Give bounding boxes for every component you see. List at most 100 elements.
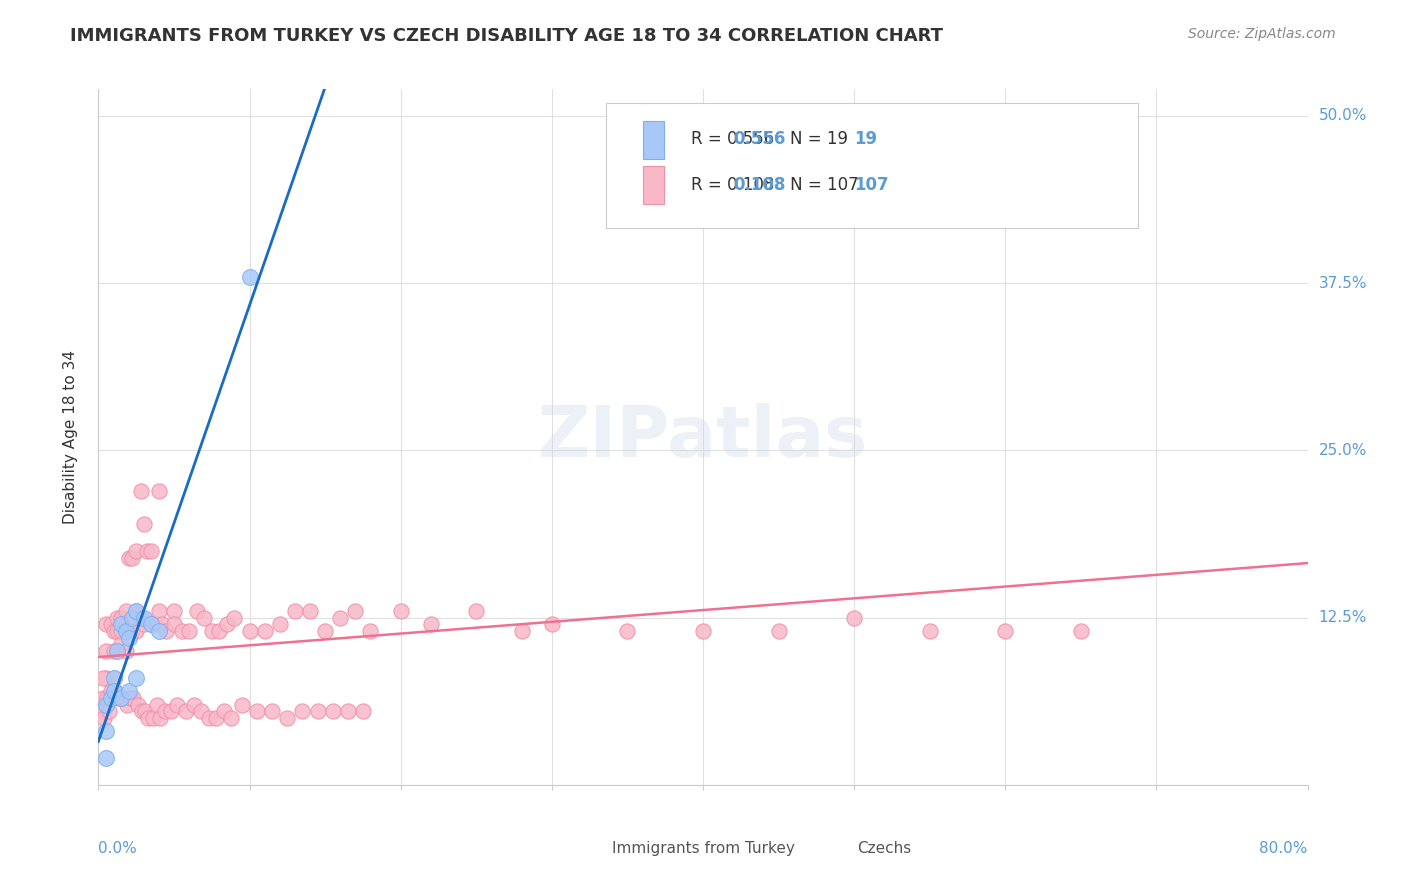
Point xyxy=(299,604,322,618)
Point xyxy=(193,611,215,625)
Point xyxy=(118,624,141,639)
Point xyxy=(104,684,127,698)
Point xyxy=(510,624,533,639)
Point xyxy=(262,705,284,719)
Point xyxy=(212,705,235,719)
Point xyxy=(132,516,155,531)
Point xyxy=(110,624,132,639)
Point xyxy=(105,624,128,639)
Point xyxy=(153,705,176,719)
Point xyxy=(352,705,374,719)
Point xyxy=(121,611,143,625)
Point xyxy=(314,624,336,639)
Point xyxy=(111,690,134,705)
Point xyxy=(136,711,159,725)
Point xyxy=(121,611,143,625)
Point xyxy=(101,690,124,705)
Point xyxy=(197,711,219,725)
Point xyxy=(269,617,291,632)
Text: R = 0.108   N = 107: R = 0.108 N = 107 xyxy=(690,176,859,194)
Point xyxy=(114,624,136,639)
FancyBboxPatch shape xyxy=(606,103,1139,228)
Point xyxy=(94,751,117,765)
Point xyxy=(125,604,148,618)
Point xyxy=(329,611,352,625)
Point xyxy=(177,624,201,639)
Point xyxy=(110,611,132,625)
Point xyxy=(121,550,143,565)
Point xyxy=(94,617,117,632)
Point xyxy=(148,604,170,618)
Point xyxy=(163,604,186,618)
Point xyxy=(148,624,170,639)
Point xyxy=(215,617,238,632)
Point xyxy=(141,617,163,632)
Point xyxy=(142,711,165,725)
Point xyxy=(127,698,149,712)
Point xyxy=(239,269,262,284)
Text: IMMIGRANTS FROM TURKEY VS CZECH DISABILITY AGE 18 TO 34 CORRELATION CHART: IMMIGRANTS FROM TURKEY VS CZECH DISABILI… xyxy=(70,27,943,45)
Point xyxy=(131,705,153,719)
Point xyxy=(465,604,488,618)
Text: 80.0%: 80.0% xyxy=(1260,840,1308,855)
Point xyxy=(100,617,122,632)
Point xyxy=(96,690,118,705)
Text: ZIPatlas: ZIPatlas xyxy=(538,402,868,472)
Point xyxy=(103,671,125,685)
Point xyxy=(160,705,183,719)
Point xyxy=(146,698,169,712)
Point xyxy=(141,617,163,632)
Point xyxy=(344,604,367,618)
Point xyxy=(118,684,141,698)
Point xyxy=(114,624,136,639)
Point xyxy=(389,604,412,618)
Point xyxy=(114,604,136,618)
Point xyxy=(110,690,132,705)
FancyBboxPatch shape xyxy=(643,166,664,204)
Point xyxy=(145,617,167,632)
Text: 12.5%: 12.5% xyxy=(1319,610,1367,625)
Point xyxy=(155,624,177,639)
Point xyxy=(129,483,152,498)
Point xyxy=(135,544,157,558)
Point xyxy=(186,604,208,618)
Point xyxy=(661,149,683,163)
Point xyxy=(221,711,243,725)
Text: Immigrants from Turkey: Immigrants from Turkey xyxy=(612,840,794,855)
Point xyxy=(125,544,148,558)
Point xyxy=(100,690,122,705)
Text: 0.556: 0.556 xyxy=(734,130,786,148)
Point xyxy=(163,617,186,632)
Point xyxy=(170,624,193,639)
Point xyxy=(105,611,128,625)
Point xyxy=(91,671,114,685)
Point xyxy=(246,705,269,719)
Point xyxy=(134,705,156,719)
Point xyxy=(94,698,117,712)
Point xyxy=(994,624,1017,639)
Point xyxy=(103,624,125,639)
Text: 25.0%: 25.0% xyxy=(1319,443,1367,458)
Point xyxy=(105,644,128,658)
Point xyxy=(291,705,314,719)
Point xyxy=(150,617,173,632)
Text: 0.0%: 0.0% xyxy=(98,840,138,855)
Point xyxy=(103,684,125,698)
Point xyxy=(121,624,143,639)
Point xyxy=(110,637,132,651)
Point xyxy=(205,711,228,725)
Text: Czechs: Czechs xyxy=(858,840,911,855)
Point xyxy=(107,690,129,705)
Text: Source: ZipAtlas.com: Source: ZipAtlas.com xyxy=(1188,27,1336,41)
Point xyxy=(183,698,205,712)
Point xyxy=(141,544,163,558)
Point xyxy=(540,617,562,632)
Point xyxy=(110,617,132,632)
Point xyxy=(284,604,307,618)
Text: 19: 19 xyxy=(855,130,877,148)
Point xyxy=(239,624,262,639)
Point xyxy=(844,611,866,625)
Text: 107: 107 xyxy=(855,176,889,194)
Point xyxy=(148,483,170,498)
Point xyxy=(115,698,138,712)
